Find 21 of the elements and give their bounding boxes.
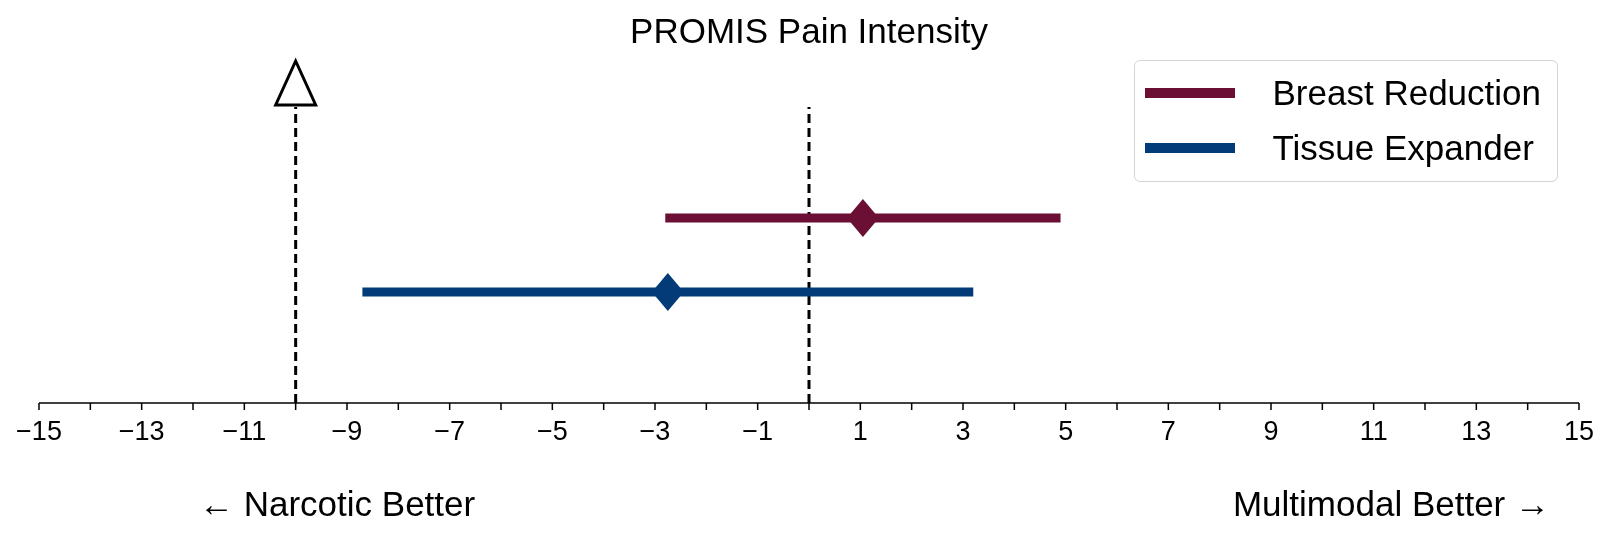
chart-title: PROMIS Pain Intensity <box>629 10 989 52</box>
text: ← Narcotic Better <box>199 483 476 525</box>
x-tick-label: −13 <box>118 416 165 447</box>
x-tick-label: 9 <box>1263 416 1279 447</box>
x-tick-label: −1 <box>742 416 774 447</box>
x-tick-label: −9 <box>331 416 363 447</box>
text: Multimodal Better → <box>1232 483 1550 525</box>
x-tick-label: −15 <box>16 416 62 447</box>
x-tick-label: −5 <box>536 416 568 447</box>
x-tick-label: −11 <box>222 416 267 447</box>
legend-label: Breast Reduction <box>1272 72 1541 113</box>
x-tick-label: 5 <box>1058 416 1074 447</box>
legend-label: Tissue Expander <box>1272 127 1534 168</box>
x-tick-label: 7 <box>1160 416 1176 447</box>
x-tick-label: 11 <box>1359 416 1388 447</box>
x-tick-label: 13 <box>1461 416 1492 447</box>
x-tick-label: −7 <box>434 416 466 447</box>
x-tick-label: 1 <box>852 416 868 447</box>
x-tick-label: 15 <box>1563 416 1595 447</box>
x-tick-label: −3 <box>639 416 671 447</box>
x-tick-label: 3 <box>955 416 971 447</box>
